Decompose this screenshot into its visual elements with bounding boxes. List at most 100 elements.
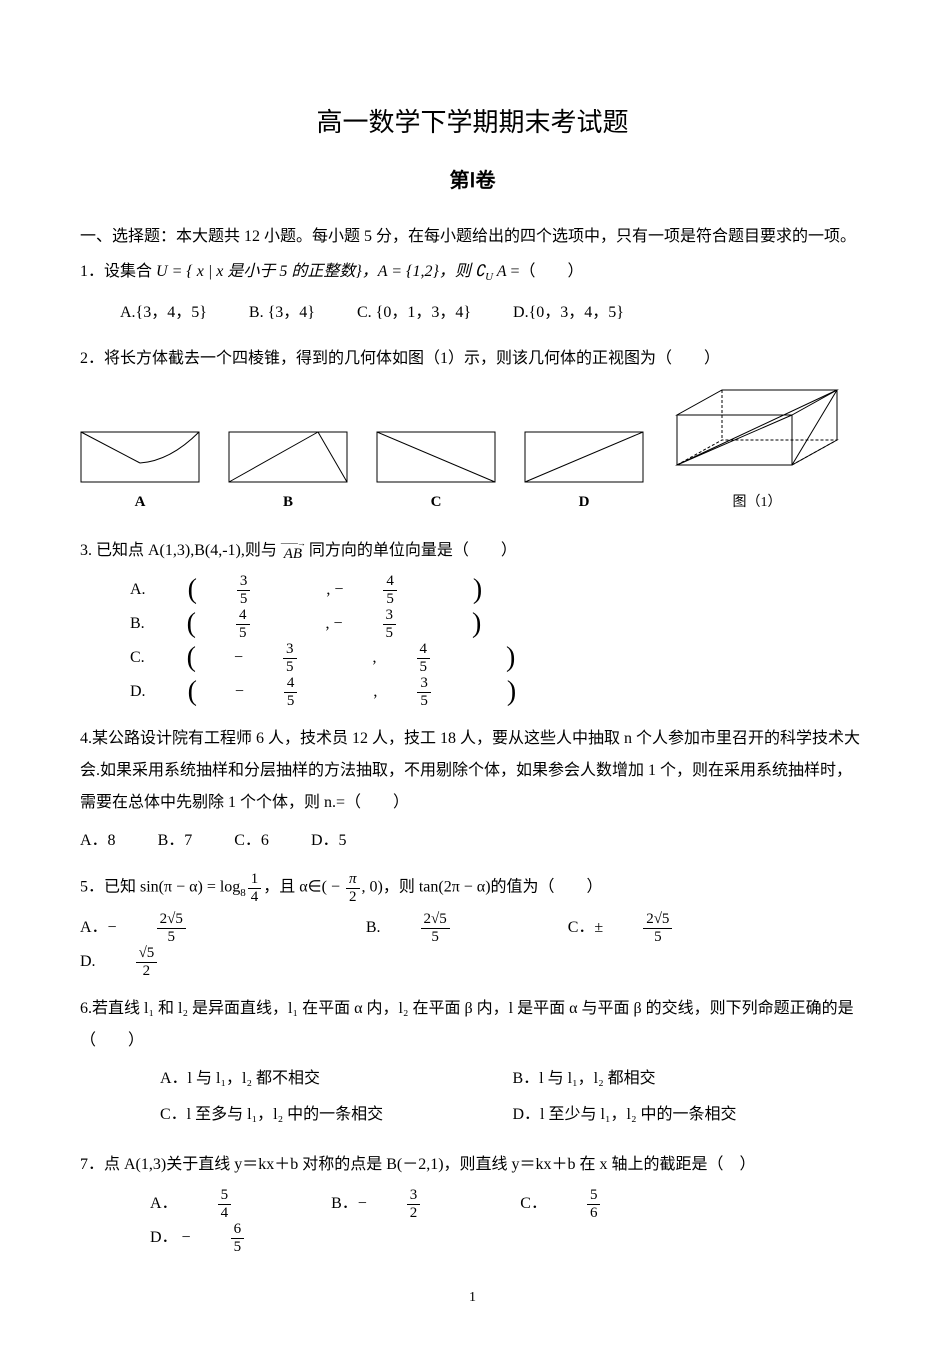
q7b-num: 3	[407, 1187, 421, 1205]
q7c-den: 6	[587, 1205, 601, 1222]
q3d-neg: −	[235, 676, 244, 708]
q6-opt-a: A．l 与 l₁，l₂ 都不相交	[160, 1063, 513, 1095]
q3a-sep: , −	[326, 574, 343, 606]
q3b-sep: , −	[326, 608, 343, 640]
q3c-pre: C.	[130, 642, 145, 674]
q3-vector-ab: ——→AB	[281, 541, 305, 562]
q5-mid: ，且 α∈( −	[263, 879, 344, 896]
page-subtitle: 第Ⅰ卷	[80, 163, 865, 199]
q4-opt-d: D．5	[311, 825, 347, 857]
q5-log-den: 4	[248, 889, 262, 906]
q3b-pre: B.	[130, 608, 145, 640]
q2-svg-a	[80, 431, 200, 483]
q2-diag-d: D	[524, 431, 644, 517]
q6-opt-b: B．l 与 l₁，l₂ 都相交	[513, 1063, 866, 1095]
q7b-den: 2	[407, 1205, 421, 1222]
q2-svg-c	[376, 431, 496, 483]
page-title: 高一数学下学期期末考试题	[80, 100, 865, 147]
q5d-num: √5	[136, 945, 158, 963]
q7c-pre: C．	[520, 1188, 547, 1220]
q3-opt-b: B. (45, −35)	[130, 607, 519, 641]
q1-prefix: 1．设集合	[80, 263, 156, 280]
q2-svg-b	[228, 431, 348, 483]
q5-opt-a: A．− 2√55	[80, 911, 262, 945]
q3d-d2: 5	[417, 693, 431, 710]
q7a-den: 4	[218, 1205, 232, 1222]
q5-stem: 5．已知 sin(π − α) = log814，且 α∈( − π2, 0)，…	[80, 871, 865, 905]
q2-label-d: D	[524, 487, 644, 517]
q5c-pre: C．±	[568, 912, 603, 944]
q3b-n1: 4	[236, 607, 250, 625]
q7a-pre: A．	[150, 1188, 178, 1220]
q3d-pre: D.	[130, 676, 146, 708]
q2-label-a: A	[80, 487, 200, 517]
q5-opt-c: C．±2√55	[568, 911, 749, 945]
q1-opt-d: D.{0，3，4，5}	[513, 297, 624, 329]
q3d-d1: 5	[284, 693, 298, 710]
q7-opt-d: D． −65	[150, 1221, 320, 1255]
q5d-den: 2	[136, 963, 158, 980]
q3b-n2: 3	[383, 607, 397, 625]
q1-tail: =（ ）	[507, 263, 584, 280]
q3c-n2: 4	[417, 641, 431, 659]
q3-suffix: 同方向的单位向量是（ ）	[305, 542, 517, 559]
q1-A: A = {1,2}，则	[378, 263, 475, 280]
q1-comp-a: A	[493, 263, 506, 280]
q2-solid-fig: 图（1）	[672, 385, 842, 517]
q5b-num: 2√5	[421, 911, 450, 929]
q7-opt-a: A．54	[150, 1187, 307, 1221]
q3-opt-d: D. (−45, 35)	[130, 675, 554, 709]
q3: 3. 已知点 A(1,3),B(4,-1),则与 ——→AB 同方向的单位向量是…	[80, 535, 865, 709]
q2-diag-a: A	[80, 431, 200, 517]
q7d-den: 5	[231, 1239, 245, 1256]
q1-comp: ∁	[475, 263, 485, 280]
q5a-num: 2√5	[157, 911, 186, 929]
q1-opt-b: B. {3，4}	[249, 297, 315, 329]
q3c-sep: ,	[373, 642, 377, 674]
q6-opt-d: D．l 至少与 l₁，l₂ 中的一条相交	[513, 1099, 866, 1131]
q4: 4.某公路设计院有工程师 6 人，技术员 12 人，技工 18 人，要从这些人中…	[80, 723, 865, 857]
q1-options: A.{3，4，5} B. {3，4} C. {0，1，3，4} D.{0，3，4…	[80, 297, 865, 329]
q5a-pre: A．−	[80, 912, 117, 944]
q3b-d2: 5	[383, 625, 397, 642]
q3c-neg: −	[234, 642, 243, 674]
q3a-n2: 4	[383, 573, 397, 591]
q2-label-c: C	[376, 487, 496, 517]
q5-log-num: 1	[248, 871, 262, 889]
q3c-n1: 3	[283, 641, 297, 659]
q1-opt-c: C. {0，1，3，4}	[357, 297, 471, 329]
q5b-pre: B.	[366, 912, 381, 944]
q7-stem: 7．点 A(1,3)关于直线 y＝kx＋b 对称的点是 B(－2,1)，则直线 …	[80, 1149, 865, 1181]
q2-svg-solid	[672, 385, 842, 485]
q3c-d2: 5	[417, 659, 431, 676]
q2: 2．将长方体截去一个四棱锥，得到的几何体如图（1）示，则该几何体的正视图为（ ）…	[80, 343, 865, 517]
q5-opt-d: D.√52	[80, 945, 233, 979]
q1-opt-a: A.{3，4，5}	[120, 297, 207, 329]
q7d-pre: D． −	[150, 1222, 191, 1254]
q5c-num: 2√5	[643, 911, 672, 929]
q5a-den: 5	[157, 929, 186, 946]
q5-pre: 5．已知 sin(π − α) = log	[80, 879, 240, 896]
q2-diag-b: B	[228, 431, 348, 517]
q5-two: 2	[346, 889, 360, 906]
q4-opt-b: B．7	[158, 825, 193, 857]
q3-opt-a: A. (35, −45)	[130, 573, 520, 607]
q1-stem: 1．设集合 U = { x | x 是小于 5 的正整数}，A = {1,2}，…	[80, 263, 584, 280]
q3-prefix: 3. 已知点 A(1,3),B(4,-1),则与	[80, 542, 281, 559]
q2-svg-d	[524, 431, 644, 483]
q3a-pre: A.	[130, 574, 146, 606]
q3a-d2: 5	[383, 591, 397, 608]
q5-opt-b: B.2√55	[366, 911, 526, 945]
q3d-sep: ,	[373, 676, 377, 708]
q3-opt-c: C. (−35, 45)	[130, 641, 553, 675]
intro-text: 一、选择题：本大题共 12 小题。每小题 5 分，在每小题给出的四个选项中，只有…	[80, 228, 856, 245]
q2-diagrams: A B C D	[80, 385, 865, 517]
q5: 5．已知 sin(π − α) = log814，且 α∈( − π2, 0)，…	[80, 871, 865, 979]
q4-stem: 4.某公路设计院有工程师 6 人，技术员 12 人，技工 18 人，要从这些人中…	[80, 723, 865, 819]
q4-opt-c: C．6	[234, 825, 269, 857]
q4-opt-a: A．8	[80, 825, 116, 857]
q3-vec-base: AB	[284, 546, 302, 562]
q3b-d1: 5	[236, 625, 250, 642]
q1-comp-sub: U	[485, 271, 493, 283]
q6: 6.若直线 l₁ 和 l₂ 是异面直线，l₁ 在平面 α 内，l₂ 在平面 β …	[80, 993, 865, 1135]
